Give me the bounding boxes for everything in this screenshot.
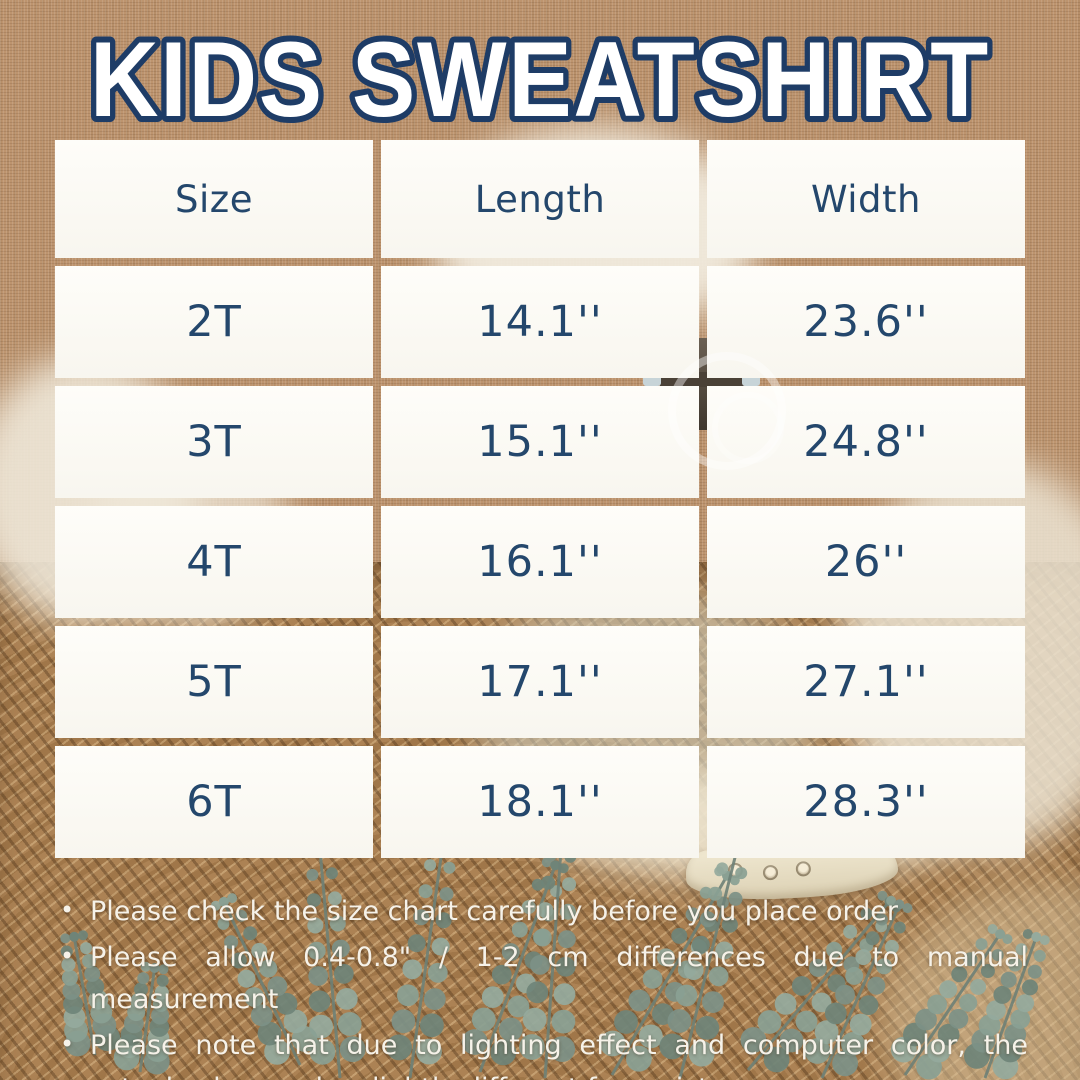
length-cell-5t: 17.1'' xyxy=(381,626,699,738)
bullet-icon: • xyxy=(60,896,75,924)
size-cell-4t: 4T xyxy=(55,506,373,618)
length-cell-3t: 15.1'' xyxy=(381,386,699,498)
column-header-length: Length xyxy=(381,140,699,258)
bullet-icon: • xyxy=(60,1029,75,1058)
size-cell-3t: 3T xyxy=(55,386,373,498)
width-cell-2t: 23.6'' xyxy=(707,266,1025,378)
footnotes: • Please check the size chart carefully … xyxy=(60,891,1028,1080)
length-cell-2t: 14.1'' xyxy=(381,266,699,378)
note-item: • Please allow 0.4-0.8" / 1-2 cm differe… xyxy=(60,937,1028,1022)
page-title: KIDS SWEATSHIRT xyxy=(90,19,990,139)
size-table: Size Length Width 2T 14.1'' 23.6'' 3T 15… xyxy=(55,140,1025,858)
length-cell-4t: 16.1'' xyxy=(381,506,699,618)
note-text: Please note that due to lighting effect … xyxy=(90,1029,1028,1080)
column-header-width: Width xyxy=(707,140,1025,258)
width-cell-5t: 27.1'' xyxy=(707,626,1025,738)
note-item: • Please note that due to lighting effec… xyxy=(60,1025,1028,1080)
eucalyptus-leaves xyxy=(60,823,1050,1080)
note-text: Please check the size chart carefully be… xyxy=(90,896,899,927)
note-text: Please allow 0.4-0.8" / 1-2 cm differenc… xyxy=(90,941,1028,1016)
size-cell-5t: 5T xyxy=(55,626,373,738)
size-cell-6t: 6T xyxy=(55,746,373,858)
size-cell-2t: 2T xyxy=(55,266,373,378)
width-cell-3t: 24.8'' xyxy=(707,386,1025,498)
bullet-icon: • xyxy=(60,941,75,970)
note-item: • Please check the size chart carefully … xyxy=(60,891,1028,934)
width-cell-6t: 28.3'' xyxy=(707,746,1025,858)
width-cell-4t: 26'' xyxy=(707,506,1025,618)
title-banner: KIDS SWEATSHIRT xyxy=(84,14,994,144)
length-cell-6t: 18.1'' xyxy=(381,746,699,858)
column-header-size: Size xyxy=(55,140,373,258)
